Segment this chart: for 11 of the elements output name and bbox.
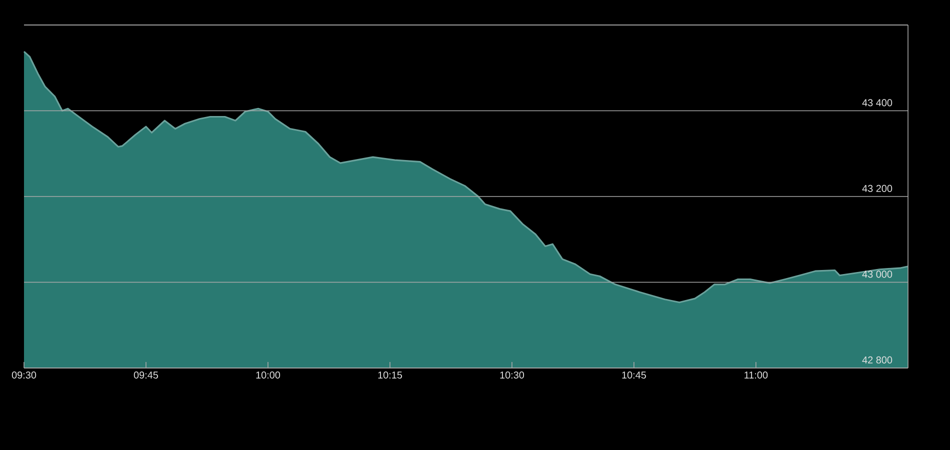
- y-tick-label: 42 800: [862, 356, 892, 364]
- x-tick-label: 10:45: [622, 372, 646, 379]
- x-tick-label: 10:00: [256, 372, 280, 379]
- x-tick-label: 09:45: [134, 372, 158, 379]
- y-tick-label: 43 200: [862, 184, 892, 192]
- x-tick-label: 11:00: [744, 372, 768, 379]
- x-tick-label: 10:30: [500, 372, 524, 379]
- y-tick-label: 43 000: [862, 270, 892, 278]
- x-tick-label: 09:30: [12, 372, 36, 379]
- y-tick-label: 43 400: [862, 99, 892, 106]
- x-tick-label: 10:15: [378, 372, 402, 379]
